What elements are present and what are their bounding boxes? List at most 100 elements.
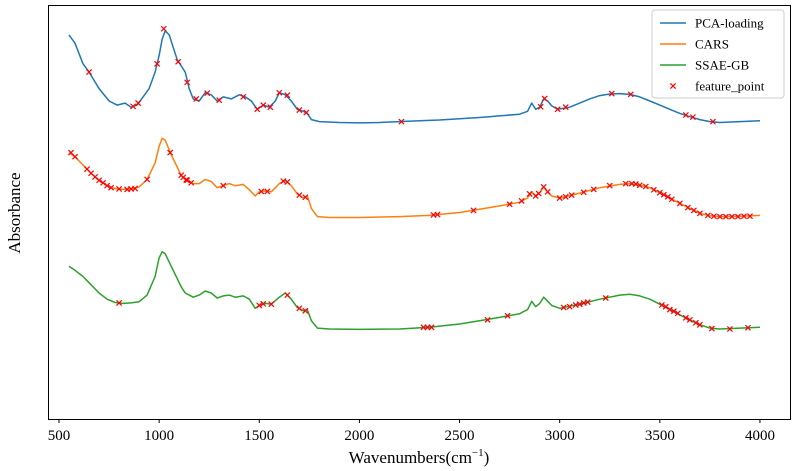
feature-point <box>556 195 563 202</box>
feature-point <box>608 90 615 97</box>
feature-point <box>684 204 691 211</box>
feature-point <box>746 213 753 220</box>
feature-point <box>256 302 263 309</box>
feature-point <box>167 149 174 156</box>
feature-point <box>722 213 729 220</box>
feature-point <box>284 178 291 185</box>
feature-point <box>130 103 137 110</box>
feature-point <box>188 179 195 186</box>
x-tick-label: 1000 <box>144 428 174 444</box>
feature-point <box>562 193 569 200</box>
feature-point <box>484 316 491 323</box>
feature-point <box>284 292 291 299</box>
feature-point <box>240 93 247 100</box>
legend-frame <box>651 9 785 99</box>
feature-point <box>264 188 271 195</box>
feature-point <box>144 176 151 183</box>
feature-point <box>434 211 441 218</box>
feature-point <box>710 213 717 220</box>
feature-point <box>284 92 291 99</box>
feature-point <box>696 321 703 328</box>
feature-point <box>116 185 123 192</box>
feature-point <box>658 301 665 309</box>
feature-point <box>296 192 303 199</box>
feature-point <box>689 114 696 121</box>
feature-point <box>666 306 673 313</box>
feature-point <box>254 106 261 113</box>
feature-point <box>216 97 223 104</box>
feature-point <box>734 213 741 220</box>
feature-point <box>690 207 697 214</box>
feature-point <box>108 184 115 191</box>
feature-point <box>175 58 182 65</box>
x-tick-label: 500 <box>48 428 71 444</box>
feature-point <box>506 201 513 208</box>
feature-point <box>398 118 405 125</box>
feature-point <box>676 200 683 207</box>
feature-point <box>656 189 663 196</box>
feature-point <box>568 192 575 199</box>
plot-area <box>68 25 761 332</box>
feature-point <box>104 182 111 189</box>
feature-point <box>696 210 703 217</box>
legend-marker <box>669 82 677 90</box>
x-tick-label: 1500 <box>244 428 274 444</box>
feature-point <box>302 307 309 314</box>
plot-frame <box>48 5 791 420</box>
feature-point <box>716 213 723 220</box>
feature-point <box>674 310 681 317</box>
feature-point <box>296 107 303 114</box>
feature-point <box>100 179 107 186</box>
feature-point <box>544 188 551 195</box>
x-tick-label: 2500 <box>445 428 475 444</box>
x-tick-label: 2000 <box>344 428 374 444</box>
feature-point <box>566 303 573 310</box>
feature-point <box>560 304 567 311</box>
feature-point <box>154 60 161 67</box>
feature-point <box>576 301 583 308</box>
feature-point <box>276 89 283 96</box>
feature-point <box>708 325 715 332</box>
feature-point <box>636 182 643 189</box>
feature-point <box>584 299 591 306</box>
feature-point <box>692 319 699 326</box>
series-line-ssae-gb <box>68 250 761 331</box>
feature-point <box>258 188 265 195</box>
feature-point <box>660 191 667 198</box>
feature-point <box>670 308 677 315</box>
feature-point <box>709 118 716 125</box>
legend-label: feature_point <box>695 79 765 94</box>
feature-point <box>184 177 191 184</box>
feature-point <box>554 106 561 113</box>
feature-point <box>428 324 435 331</box>
feature-point <box>518 197 525 204</box>
feature-point <box>704 212 711 219</box>
feature-point <box>668 196 675 203</box>
feature-point <box>740 213 747 220</box>
x-tick-label: 3000 <box>545 428 575 444</box>
x-tick-label: 4000 <box>745 428 775 444</box>
feature-point <box>260 102 267 109</box>
feature-point <box>470 207 477 214</box>
feature-point <box>606 182 613 189</box>
feature-point <box>204 90 211 97</box>
feature-point <box>686 316 693 323</box>
feature-point <box>728 213 735 220</box>
feature-point <box>662 303 669 310</box>
feature-point <box>160 25 167 32</box>
feature-point <box>537 103 544 110</box>
legend-label: SSAE-GB <box>695 58 750 73</box>
feature-point <box>135 100 142 107</box>
feature-point <box>744 324 751 331</box>
feature-point <box>682 314 689 321</box>
feature-point <box>726 325 733 332</box>
feature-point <box>562 104 569 111</box>
feature-point <box>296 305 303 312</box>
feature-point <box>526 190 533 197</box>
legend-label: PCA-loading <box>695 16 764 31</box>
feature-point <box>650 186 657 193</box>
feature-point <box>541 95 548 102</box>
feature-point <box>116 299 123 306</box>
feature-point <box>267 104 274 111</box>
